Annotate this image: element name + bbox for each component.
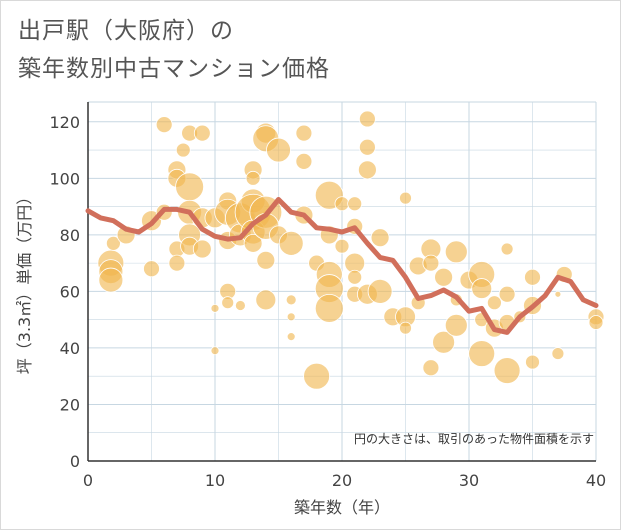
bubble-point	[493, 357, 521, 384]
y-tick-label: 60	[60, 282, 80, 301]
bubble-series	[97, 110, 605, 390]
bubble-point	[303, 362, 331, 390]
bubble-point	[498, 285, 516, 303]
bubble-point	[358, 110, 376, 128]
bubble-point	[295, 124, 313, 142]
bubble-point	[168, 254, 186, 272]
bubble-point	[155, 116, 173, 134]
bubble-point	[367, 278, 393, 304]
bubble-point	[357, 160, 377, 180]
bubble-point	[255, 289, 277, 311]
bubble-point	[295, 152, 313, 170]
bubble-point	[234, 300, 246, 311]
bubble-point	[98, 267, 124, 293]
bubble-point	[444, 240, 468, 264]
bubble-point	[486, 295, 502, 311]
bubble-point	[434, 267, 454, 287]
bubble-point	[468, 340, 496, 367]
x-tick-label: 0	[83, 471, 93, 490]
average-line-series	[85, 197, 599, 335]
bubble-point	[221, 296, 235, 310]
bubble-point	[444, 313, 468, 337]
bubble-point	[243, 233, 263, 253]
bubble-point	[588, 315, 604, 330]
chart-title-line2: 築年数別中古マンション価格	[18, 56, 330, 82]
tick-labels: 0 10 20 30 40 0 20 40 60 80 100 120	[49, 113, 606, 490]
y-tick-label: 20	[60, 395, 80, 414]
x-tick-label: 40	[586, 471, 606, 490]
x-tick-label: 10	[205, 471, 225, 490]
bubble-point	[193, 124, 211, 142]
y-tick-label: 100	[49, 169, 80, 188]
bubble-point	[278, 230, 304, 256]
y-tick-label: 80	[60, 226, 80, 245]
bubble-point	[285, 294, 297, 306]
bubble-point	[422, 359, 440, 377]
bubble-point	[347, 269, 363, 285]
bubble-size-note: 円の大きさは、取引のあった物件面積を示す	[354, 431, 594, 446]
bubble-point	[334, 196, 350, 212]
bubble-point	[358, 138, 376, 156]
bubble-point	[266, 137, 291, 163]
bubble-point	[143, 260, 160, 278]
average-price-line	[85, 197, 599, 335]
bubble-point	[286, 332, 296, 342]
bubble-point	[245, 170, 261, 186]
bubble-point	[347, 196, 363, 212]
bubble-point	[399, 191, 412, 205]
bubble-point	[210, 303, 220, 313]
bubble-point	[524, 268, 541, 286]
bubble-point	[432, 330, 456, 354]
bubble-point	[286, 312, 296, 322]
bubble-point	[314, 293, 344, 323]
x-axis-label: 築年数（年）	[294, 498, 390, 517]
bubble-point	[192, 239, 212, 259]
bubble-point	[175, 172, 205, 202]
bubble-point	[370, 228, 390, 248]
bubble-point	[334, 238, 350, 254]
grid-lines	[87, 101, 597, 462]
y-axis-label: 坪（3.3㎡）単価（万円）	[15, 189, 34, 374]
x-tick-label: 20	[332, 471, 352, 490]
bubble-point	[471, 278, 493, 299]
bubble-point	[106, 235, 121, 251]
chart-title-line1: 出戸駅（大阪府）の	[18, 18, 234, 44]
bubble-point	[525, 354, 540, 370]
x-tick-label: 30	[459, 471, 479, 490]
axes	[87, 102, 596, 462]
bubble-point	[210, 346, 220, 356]
y-tick-label: 0	[70, 452, 80, 471]
bubble-point	[256, 250, 276, 270]
y-tick-label: 120	[49, 113, 80, 132]
bubble-point	[554, 290, 562, 298]
bubble-point	[422, 254, 440, 272]
bubble-point	[175, 142, 191, 158]
bubble-point	[551, 347, 565, 360]
bubble-point	[399, 321, 412, 335]
bubble-point	[500, 242, 514, 256]
y-tick-label: 40	[60, 339, 80, 358]
